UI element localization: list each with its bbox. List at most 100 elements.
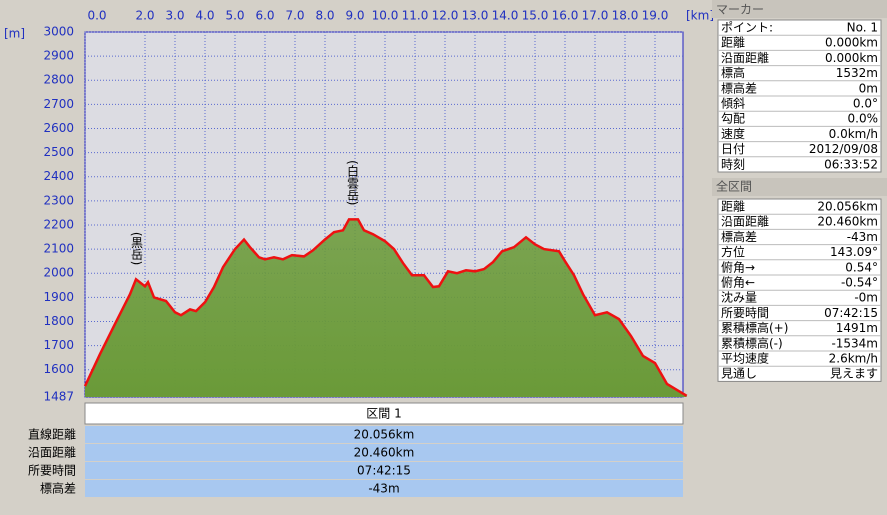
annotation: (白雲岳) (346, 160, 360, 205)
x-tick-label: 13.0 (462, 9, 489, 23)
panel-value: 0.000km (825, 36, 878, 50)
y-tick-label: 2400 (43, 169, 74, 183)
panel-label: 沿面距離 (721, 215, 769, 229)
panel-value: 0m (859, 81, 878, 95)
section-label: 所要時間 (28, 464, 76, 478)
y-tick-label: 2500 (43, 145, 74, 159)
annotation: (黒岳) (130, 232, 144, 265)
area (85, 219, 687, 397)
y-tick-label: 1800 (43, 314, 74, 328)
panel-value: 0.0° (853, 97, 878, 111)
x-tick-label: 18.0 (612, 9, 639, 23)
panel-label: 距離 (721, 200, 745, 214)
x-axis-label: [km] (686, 9, 714, 23)
panel-value: 1491m (836, 321, 878, 335)
panel-label: 傾斜 (721, 97, 745, 111)
line (83, 218, 688, 397)
section-label: 標高差 (40, 481, 76, 496)
panel-label: 速度 (721, 126, 745, 141)
panel-value: 2.6km/h (829, 352, 878, 366)
y-tick-label: 2600 (43, 121, 74, 135)
panel-label: 時刻 (721, 157, 745, 171)
x-tick-label: 17.0 (582, 9, 609, 23)
panel-label: 俯角→ (721, 259, 755, 274)
y-tick-label: 1900 (43, 290, 74, 304)
panel-label: 沈み量 (721, 290, 757, 305)
panel-value: 2012/09/08 (809, 142, 878, 156)
y-tick-label: 2700 (43, 97, 74, 111)
x-tick-label: 4.0 (195, 9, 214, 23)
section-header-text: 区間 1 (366, 407, 401, 421)
panel-label: 方位 (721, 244, 745, 259)
x-tick-label: 10.0 (372, 9, 399, 23)
y-tick-label: 2300 (43, 193, 74, 207)
panel-value: -0.54° (841, 276, 878, 290)
x-tick-label: 5.0 (225, 9, 244, 23)
panel-label: 見通し (721, 367, 757, 381)
y-tick-label: 2000 (43, 266, 74, 280)
x-tick-label: 16.0 (552, 9, 579, 23)
y-tick-label: 2900 (43, 49, 74, 63)
section-row (85, 480, 683, 497)
panel-label: 累積標高(-) (721, 335, 783, 350)
panel-value: -43m (847, 230, 878, 244)
panel-value: 0.54° (845, 260, 878, 274)
total-title: 全区間 (716, 179, 752, 194)
y-tick-label: 1700 (43, 338, 74, 352)
section-row (85, 426, 683, 443)
y-tick-label: 3000 (43, 25, 74, 39)
x-tick-label: 19.0 (642, 9, 669, 23)
y-tick-label: 1487 (43, 390, 74, 404)
x-tick-label: 0.0 (87, 9, 106, 23)
panel-label: 標高 (721, 65, 745, 80)
panel-label: 勾配 (721, 112, 745, 126)
y-tick-label: 2200 (43, 217, 74, 231)
section-row (85, 462, 683, 479)
section-value: 20.460km (354, 446, 415, 460)
panel-value: 20.056km (817, 200, 878, 214)
panel-value: 07:42:15 (824, 306, 878, 320)
x-tick-label: 9.0 (345, 9, 364, 23)
x-tick-label: 14.0 (492, 9, 519, 23)
panel-label: 俯角← (721, 275, 755, 290)
y-tick-label: 1600 (43, 362, 74, 376)
panel-value: -0m (854, 291, 878, 305)
panel-label: 所要時間 (721, 306, 769, 320)
section-label: 沿面距離 (28, 446, 76, 460)
panel-value: 見えます (830, 367, 878, 381)
section-value: 20.056km (354, 428, 415, 442)
section-value: -43m (368, 482, 399, 496)
y-tick-label: 2100 (43, 242, 74, 256)
panel-value: 20.460km (817, 215, 878, 229)
y-tick-label: 2800 (43, 73, 74, 87)
panel-label: ポイント: (721, 21, 773, 35)
x-tick-label: 8.0 (315, 9, 334, 23)
x-tick-label: 15.0 (522, 9, 549, 23)
panel-label: 累積標高(+) (721, 320, 788, 335)
x-tick-label: 3.0 (165, 9, 184, 23)
panel-value: 0.0% (848, 112, 879, 126)
panel-value: 1532m (836, 66, 878, 80)
panel-value: No. 1 (847, 21, 878, 35)
panel-value: 0.0km/h (829, 127, 878, 141)
panel-label: 日付 (721, 142, 745, 156)
section-value: 07:42:15 (357, 464, 411, 478)
panel-label: 沿面距離 (721, 51, 769, 65)
panel-value: 06:33:52 (824, 157, 878, 171)
panel-value: 143.09° (830, 245, 878, 259)
panel-label: 標高差 (721, 229, 757, 244)
section-label: 直線距離 (28, 427, 76, 442)
panel-value: 0.000km (825, 51, 878, 65)
panel-label: 標高差 (721, 80, 757, 95)
panel-value: -1534m (831, 336, 878, 350)
marker-header (712, 0, 887, 18)
section-header (84, 402, 684, 425)
x-tick-label: 6.0 (255, 9, 274, 23)
total-header (712, 178, 887, 196)
marker-title: マーカー (716, 3, 764, 17)
x-tick-label: 7.0 (285, 9, 304, 23)
panel-label: 平均速度 (721, 351, 769, 366)
x-tick-label: 2.0 (135, 9, 154, 23)
